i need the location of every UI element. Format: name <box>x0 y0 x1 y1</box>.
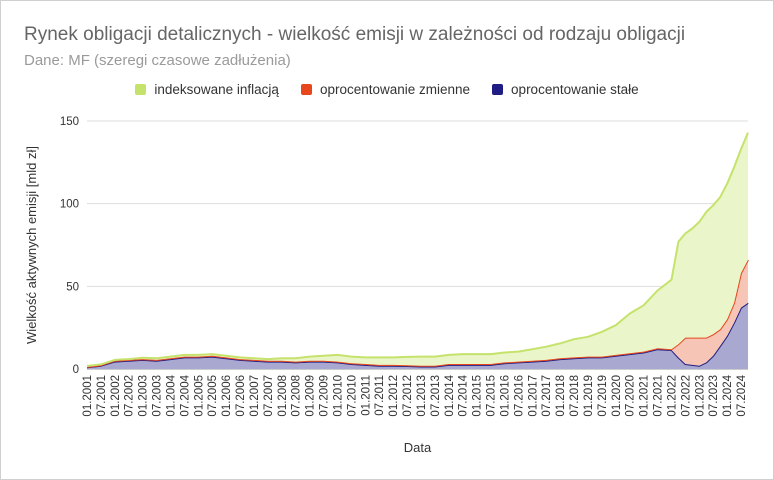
x-tick-label: 07.2022 <box>680 375 692 417</box>
x-tick-label: 01.2023 <box>694 375 706 417</box>
x-tick-label: 01.2018 <box>555 375 567 417</box>
x-tick-label: 01.2022 <box>667 375 679 417</box>
legend-item-variable[interactable]: oprocentowanie zmienne <box>300 82 471 97</box>
x-tick-label: 01.2017 <box>527 375 539 417</box>
x-axis-title: Data <box>404 440 432 455</box>
x-tick-label: 07.2008 <box>291 375 303 417</box>
x-tick-label: 07.2004 <box>179 374 191 416</box>
x-tick-label: 01.2015 <box>472 375 484 417</box>
legend-label-inflation: indeksowane inflacją <box>154 82 279 97</box>
y-tick-label-0: 0 <box>73 364 79 376</box>
x-tick-label: 07.2023 <box>708 375 720 417</box>
x-tick-label: 07.2016 <box>513 375 525 417</box>
x-tick-label: 01.2012 <box>388 375 400 417</box>
chart-title: Rynek obligacji detalicznych - wielkość … <box>24 24 686 45</box>
x-tick-label: 07.2018 <box>569 375 581 417</box>
x-tick-label: 07.2009 <box>319 375 331 417</box>
x-tick-label: 01.2013 <box>416 375 428 417</box>
x-tick-label: 07.2014 <box>458 374 470 416</box>
series-area-1 <box>87 259 748 368</box>
series-area-0 <box>87 302 748 369</box>
x-tick-label: 07.2019 <box>597 375 609 417</box>
y-tick-label-150: 150 <box>60 116 79 128</box>
x-tick-label: 01.2001 <box>82 375 94 417</box>
x-tick-label: 07.2013 <box>430 375 442 417</box>
x-tick-label: 01.2024 <box>722 374 734 416</box>
legend-item-inflation[interactable]: indeksowane inflacją <box>135 82 279 97</box>
x-tick-label: 01.2009 <box>305 375 317 417</box>
x-tick-label: 07.2017 <box>541 375 553 417</box>
x-tick-label: 01.2020 <box>611 375 623 417</box>
legend-label-variable: oprocentowanie zmienne <box>319 82 471 97</box>
x-tick-label: 07.2020 <box>625 375 637 417</box>
series-line-2 <box>86 132 749 367</box>
x-tick-label: 01.2010 <box>333 375 345 417</box>
y-tick-label-50: 50 <box>66 281 79 293</box>
x-tick-label: 01.2003 <box>138 375 150 417</box>
x-tick-label: 07.2024 <box>736 374 748 416</box>
x-tick-label: 01.2007 <box>249 375 261 417</box>
y-axis-title: Wielkość aktywnych emisji [mld zł] <box>24 146 39 344</box>
x-tick-label: 07.2003 <box>152 375 164 417</box>
x-tick-label: 01.2014 <box>444 374 456 416</box>
chart-subtitle: Dane: MF (szeregi czasowe zadłużenia) <box>24 52 291 69</box>
x-tick-label: 01.2019 <box>583 375 595 417</box>
legend-swatch-variable <box>300 84 312 95</box>
x-tick-label: 01.2008 <box>277 375 289 417</box>
x-tick-label: 07.2002 <box>124 375 136 417</box>
x-tick-label: 01.2011 <box>360 375 372 416</box>
series-area-2 <box>87 132 748 367</box>
x-tick-label: 07.2007 <box>263 375 275 417</box>
x-tick-label: 07.2012 <box>402 375 414 417</box>
x-tick-label: 01.2016 <box>500 375 512 417</box>
y-tick-label-100: 100 <box>60 199 79 211</box>
x-tick-label: 07.2021 <box>653 375 665 417</box>
x-tick-label: 07.2006 <box>235 375 247 417</box>
x-tick-label: 01.2002 <box>110 375 122 417</box>
legend-label-fixed: oprocentowanie stałe <box>511 82 639 97</box>
x-tick-label: 07.2001 <box>96 375 108 417</box>
legend-item-fixed[interactable]: oprocentowanie stałe <box>492 82 639 97</box>
x-tick-label: 01.2004 <box>166 374 178 416</box>
x-tick-label: 07.2010 <box>346 375 358 417</box>
legend-swatch-inflation <box>135 84 147 95</box>
chart-legend: indeksowane inflacją oprocentowanie zmie… <box>0 82 774 97</box>
x-tick-label: 01.2006 <box>221 375 233 417</box>
x-tick-label: 01.2005 <box>193 375 205 417</box>
legend-swatch-fixed <box>492 84 504 95</box>
x-tick-label: 07.2005 <box>207 375 219 417</box>
x-tick-label: 01.2021 <box>639 375 651 417</box>
x-tick-label: 07.2015 <box>486 375 498 417</box>
x-tick-label: 07.2011 <box>374 375 386 416</box>
